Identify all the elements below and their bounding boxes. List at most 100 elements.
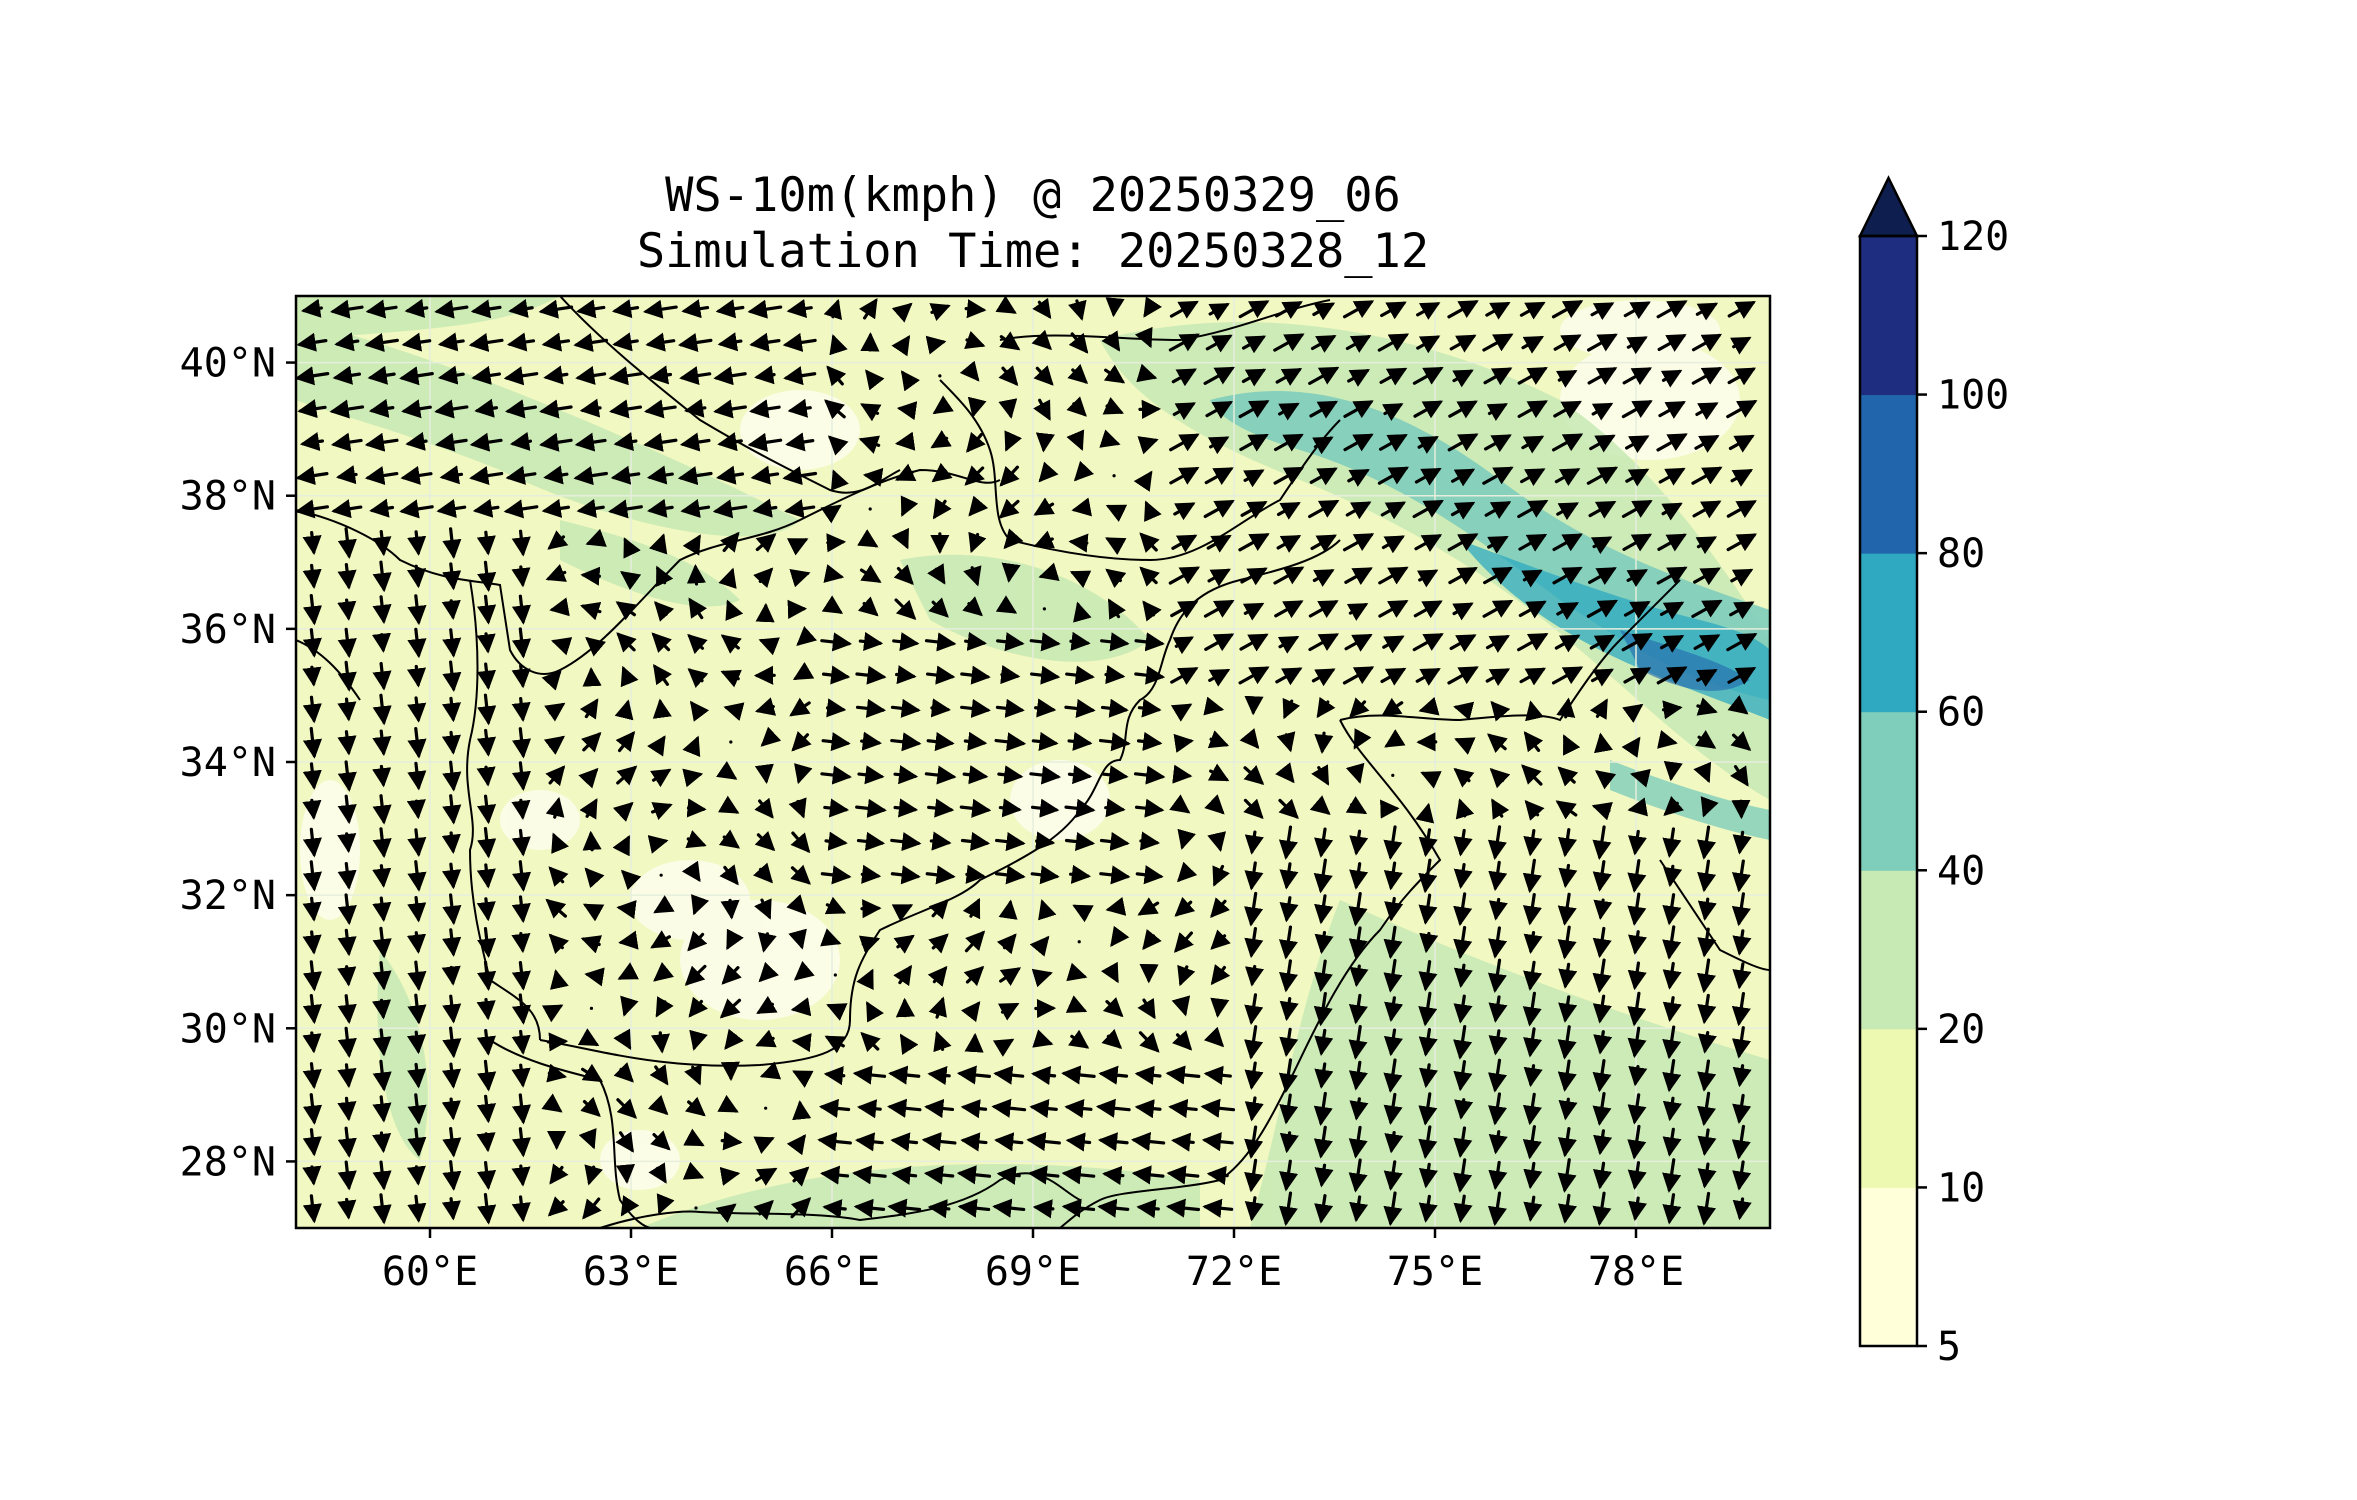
wind-arrow xyxy=(337,832,357,854)
wind-arrow xyxy=(1728,434,1755,453)
wind-arrow xyxy=(1038,899,1057,921)
wind-arrow xyxy=(1556,602,1579,620)
wind-arrow xyxy=(1207,831,1226,853)
wind-arrow xyxy=(616,900,637,920)
wind-arrow xyxy=(925,865,956,885)
wind-arrow xyxy=(505,465,537,485)
wind-arrow xyxy=(1238,300,1270,319)
wind-arrow xyxy=(995,698,1025,718)
wind-arrow xyxy=(1554,468,1581,487)
wind-arrow xyxy=(1693,634,1721,653)
wind-arrow xyxy=(545,765,566,787)
wind-arrow xyxy=(616,632,637,653)
wind-arrow xyxy=(584,867,605,889)
wind-arrow xyxy=(1454,737,1476,755)
wind-arrow xyxy=(826,365,847,387)
wind-arrow xyxy=(791,731,812,752)
wind-arrow xyxy=(1313,858,1333,894)
wind-arrow xyxy=(823,564,845,583)
wind-arrow xyxy=(1203,696,1225,716)
wind-arrow xyxy=(938,374,942,378)
wind-arrow xyxy=(372,764,392,788)
lon-tick-label: 60°E xyxy=(382,1249,478,1295)
wind-arrow xyxy=(1732,1160,1752,1191)
wind-arrow xyxy=(302,930,322,955)
wind-arrow xyxy=(296,499,329,519)
wind-arrow xyxy=(998,398,1018,419)
wind-arrow xyxy=(1485,635,1510,653)
wind-arrow xyxy=(823,1066,846,1086)
wind-arrow xyxy=(1730,469,1754,487)
wind-arrow xyxy=(820,928,842,947)
wind-arrow xyxy=(1418,893,1438,925)
wind-arrow xyxy=(713,366,747,386)
wind-arrow xyxy=(1731,991,1751,1027)
wind-arrow xyxy=(1348,993,1368,1025)
wind-arrow xyxy=(647,835,669,854)
wind-arrow xyxy=(1488,926,1508,959)
wind-arrow xyxy=(1061,1065,1096,1085)
wind-arrow xyxy=(1453,1025,1473,1060)
wind-arrow xyxy=(682,1161,705,1180)
wind-arrow xyxy=(1594,732,1613,754)
wind-arrow xyxy=(372,1028,392,1057)
wind-arrow xyxy=(1420,771,1442,789)
coastline-arabian-sea xyxy=(599,1172,1081,1228)
longitude-axis: 60°E 63°E 66°E 69°E 72°E 75°E 78°E xyxy=(382,1228,1684,1295)
wind-arrow xyxy=(683,1128,705,1147)
wind-arrow xyxy=(820,504,842,524)
wind-arrow xyxy=(1696,697,1718,716)
wind-arrow xyxy=(589,1006,594,1010)
wind-arrow xyxy=(476,728,497,757)
wind-arrow xyxy=(1065,995,1088,1013)
wind-arrow xyxy=(648,365,673,385)
wind-arrow xyxy=(1621,500,1653,518)
wind-arrow xyxy=(992,1038,1015,1057)
wind-arrow xyxy=(584,1164,603,1186)
wind-arrow xyxy=(1587,333,1618,352)
wind-arrow xyxy=(858,935,881,954)
wind-arrow xyxy=(826,1003,848,1021)
wind-arrow xyxy=(857,596,879,617)
wind-arrow xyxy=(1592,825,1612,860)
wind-arrow xyxy=(1069,570,1092,589)
wind-arrow xyxy=(476,662,496,690)
wind-arrow xyxy=(647,1094,669,1116)
wind-arrow xyxy=(928,597,949,618)
wind-arrow xyxy=(615,601,637,621)
wind-arrow xyxy=(1348,892,1368,927)
wind-arrow xyxy=(891,904,914,922)
wind-arrow xyxy=(1240,567,1268,586)
wind-arrow xyxy=(962,596,983,617)
wind-arrow xyxy=(1278,925,1298,960)
wind-arrow xyxy=(717,1094,739,1113)
wind-arrow xyxy=(442,1026,462,1059)
wind-arrow xyxy=(1381,697,1404,717)
wind-arrow xyxy=(511,960,531,991)
wind-arrow xyxy=(1165,1065,1201,1085)
colorbar-segment xyxy=(1860,1028,1917,1188)
wind-arrow xyxy=(1697,993,1717,1025)
wind-arrow xyxy=(758,961,779,983)
wind-arrow xyxy=(541,670,562,691)
wind-arrow xyxy=(1557,766,1579,787)
wind-arrow xyxy=(998,365,1019,387)
wind-arrow xyxy=(1662,1158,1682,1193)
wind-arrow xyxy=(296,465,329,485)
wind-arrow xyxy=(1345,796,1368,815)
wind-arrow xyxy=(724,1028,744,1050)
wind-arrow xyxy=(1592,958,1612,994)
wind-arrow xyxy=(1349,829,1369,856)
wind-arrow xyxy=(1065,1132,1092,1152)
wind-arrow xyxy=(582,1197,602,1220)
wind-arrow xyxy=(442,628,462,658)
wind-arrow xyxy=(1517,633,1549,652)
wind-arrow xyxy=(1203,500,1235,519)
wind-arrow xyxy=(1380,667,1407,686)
wind-arrow xyxy=(1273,333,1305,352)
wind-arrow xyxy=(681,299,710,319)
wind-arrow xyxy=(1523,829,1543,857)
wind-arrow xyxy=(1066,396,1087,417)
wind-arrow xyxy=(1726,500,1757,519)
